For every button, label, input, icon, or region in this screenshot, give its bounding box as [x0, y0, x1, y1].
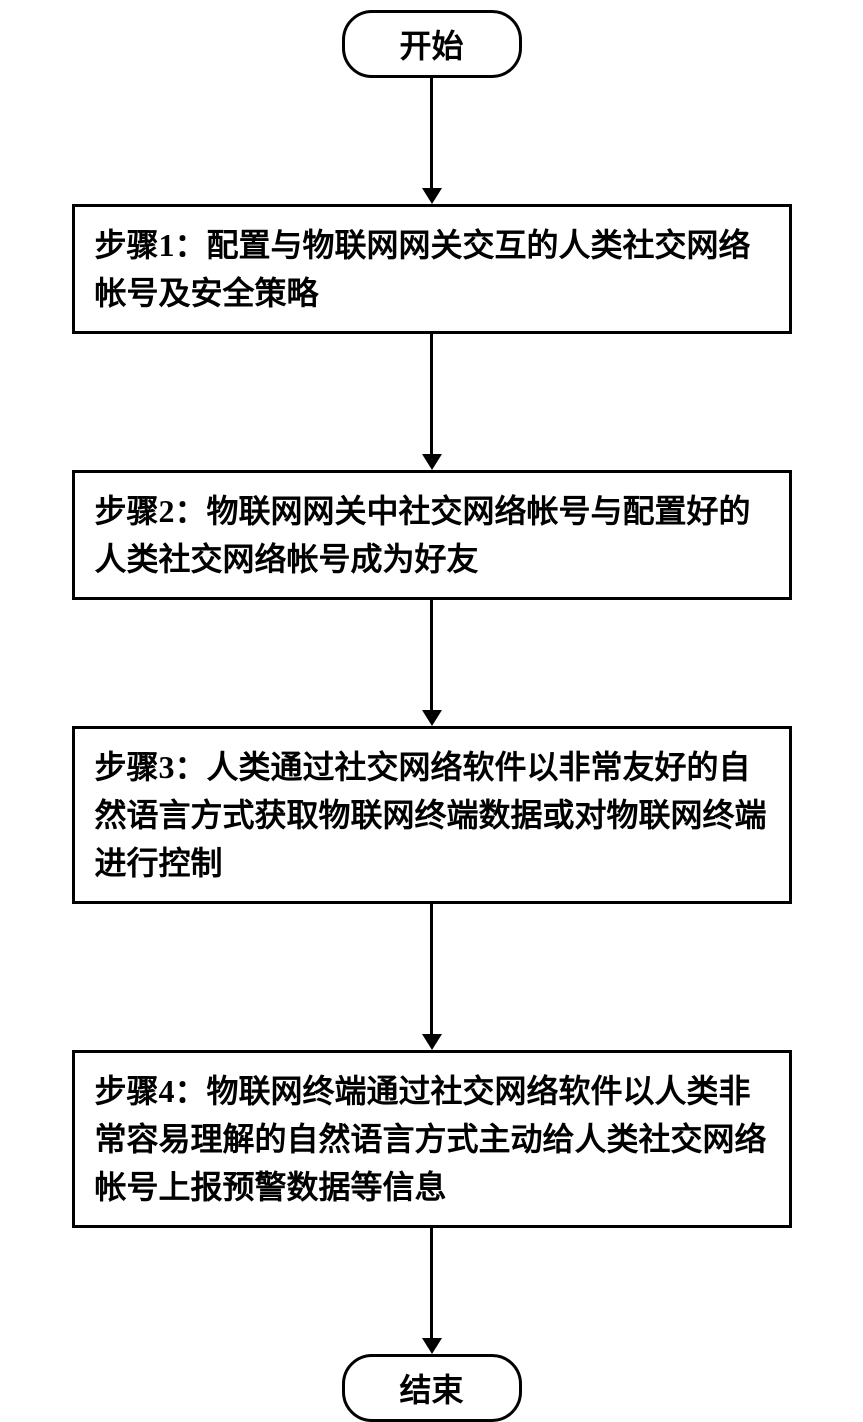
- arrow-head-icon: [422, 710, 442, 726]
- arrow-line: [430, 334, 433, 454]
- arrow-line: [430, 78, 433, 188]
- step3-node: 步骤3：人类通过社交网络软件以非常友好的自然语言方式获取物联网终端数据或对物联网…: [72, 726, 792, 904]
- step4-node: 步骤4：物联网终端通过社交网络软件以人类非常容易理解的自然语言方式主动给人类社交…: [72, 1050, 792, 1228]
- start-node: 开始: [342, 10, 522, 78]
- end-node: 结束: [342, 1354, 522, 1422]
- arrow-head-icon: [422, 1338, 442, 1354]
- arrow-head-icon: [422, 1034, 442, 1050]
- step1-prefix: 步骤1：: [95, 227, 207, 263]
- step2-prefix: 步骤2：: [95, 493, 207, 529]
- step3-prefix: 步骤3：: [95, 749, 207, 785]
- arrow-line: [430, 904, 433, 1034]
- step4-prefix: 步骤4：: [95, 1073, 207, 1109]
- arrow-head-icon: [422, 188, 442, 204]
- arrow-4: [422, 904, 442, 1050]
- step2-node: 步骤2：物联网网关中社交网络帐号与配置好的人类社交网络帐号成为好友: [72, 470, 792, 600]
- arrow-head-icon: [422, 454, 442, 470]
- arrow-1: [422, 78, 442, 204]
- end-label: 结束: [399, 1372, 463, 1408]
- arrow-2: [422, 334, 442, 470]
- arrow-line: [430, 1228, 433, 1338]
- arrow-3: [422, 600, 442, 726]
- start-label: 开始: [399, 28, 463, 64]
- step1-node: 步骤1：配置与物联网网关交互的人类社交网络帐号及安全策略: [72, 204, 792, 334]
- arrow-5: [422, 1228, 442, 1354]
- arrow-line: [430, 600, 433, 710]
